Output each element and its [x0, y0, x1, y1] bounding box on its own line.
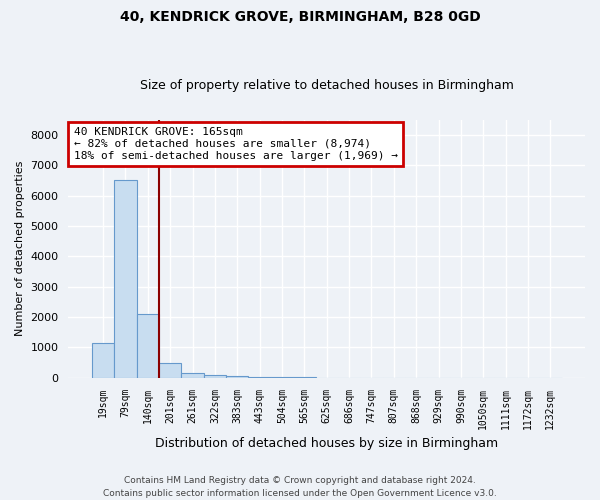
Bar [226, 376, 248, 378]
Bar [92, 343, 114, 378]
Y-axis label: Number of detached properties: Number of detached properties [15, 161, 25, 336]
Text: 40, KENDRICK GROVE, BIRMINGHAM, B28 0GD: 40, KENDRICK GROVE, BIRMINGHAM, B28 0GD [119, 10, 481, 24]
Bar [137, 314, 159, 378]
Text: Contains HM Land Registry data © Crown copyright and database right 2024.
Contai: Contains HM Land Registry data © Crown c… [103, 476, 497, 498]
Bar [204, 375, 226, 378]
Bar [271, 377, 293, 378]
Title: Size of property relative to detached houses in Birmingham: Size of property relative to detached ho… [140, 79, 514, 92]
X-axis label: Distribution of detached houses by size in Birmingham: Distribution of detached houses by size … [155, 437, 498, 450]
Bar [248, 377, 271, 378]
Bar [114, 180, 137, 378]
Bar [159, 362, 181, 378]
Text: 40 KENDRICK GROVE: 165sqm
← 82% of detached houses are smaller (8,974)
18% of se: 40 KENDRICK GROVE: 165sqm ← 82% of detac… [74, 128, 398, 160]
Bar [181, 372, 204, 378]
